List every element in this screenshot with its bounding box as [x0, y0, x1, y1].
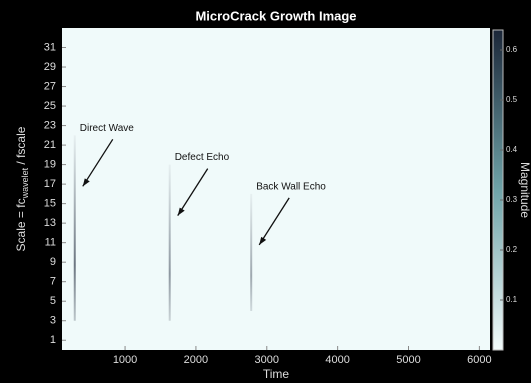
y-tick-label: 5	[50, 295, 56, 307]
y-tick-label: 27	[44, 80, 56, 92]
colorbar-tick-label: 0.1	[506, 295, 518, 304]
y-tick-label: 11	[45, 237, 56, 249]
y-tick-label: 19	[44, 159, 56, 171]
x-axis-label: Time	[263, 367, 290, 381]
x-tick-label: 4000	[325, 354, 349, 366]
colorbar-tick-label: 0.3	[506, 195, 518, 204]
annotation: Back Wall Echo	[256, 182, 326, 193]
colorbar-tick-label: 0.2	[506, 245, 518, 254]
y-label-main: Scale = fc	[14, 198, 28, 251]
y-label-sub: wavelet	[20, 167, 30, 199]
y-tick-label: 17	[44, 178, 56, 190]
x-tick-label: 1000	[113, 354, 137, 366]
plot-area	[62, 28, 490, 350]
y-tick-label: 13	[44, 217, 56, 229]
y-label-tail: / fscale	[14, 126, 28, 168]
annotation-arrow	[177, 168, 209, 216]
y-tick-label: 25	[44, 100, 56, 112]
colorbar-tick-label: 0.6	[506, 45, 518, 54]
arrow-head	[259, 236, 267, 245]
echo-streak	[250, 193, 253, 311]
annotation-arrow	[82, 138, 114, 187]
x-tick-label: 5000	[396, 354, 420, 366]
annotation: Direct Wave	[80, 123, 135, 134]
colorbar-tick-label: 0.5	[506, 95, 518, 104]
y-tick-label: 3	[50, 315, 56, 327]
annotation: Defect Echo	[175, 152, 230, 163]
colorbar	[492, 29, 504, 351]
y-axis-label: Scale = fcwavelet / fscale	[14, 126, 30, 251]
echo-streak	[73, 135, 76, 321]
chart-title: MicroCrack Growth Image	[195, 8, 356, 23]
y-tick-label: 31	[44, 41, 56, 53]
x-tick-label: 3000	[255, 354, 279, 366]
colorbar-label: Magnitude	[518, 162, 531, 218]
y-tick-label: 7	[50, 276, 56, 288]
arrow-head	[177, 207, 185, 216]
y-tick-label: 29	[44, 61, 56, 73]
y-tick-label: 23	[44, 119, 56, 131]
annotation-arrow	[258, 197, 290, 246]
y-tick-label: 15	[44, 198, 56, 210]
echo-streak	[168, 164, 171, 321]
y-tick-label: 1	[50, 334, 56, 346]
y-tick-label: 21	[44, 139, 56, 151]
x-tick-label: 2000	[184, 354, 208, 366]
arrow-head	[82, 178, 90, 187]
colorbar-tick-label: 0.4	[506, 145, 518, 154]
x-tick-label: 6000	[467, 354, 491, 366]
y-tick-label: 9	[50, 256, 56, 268]
